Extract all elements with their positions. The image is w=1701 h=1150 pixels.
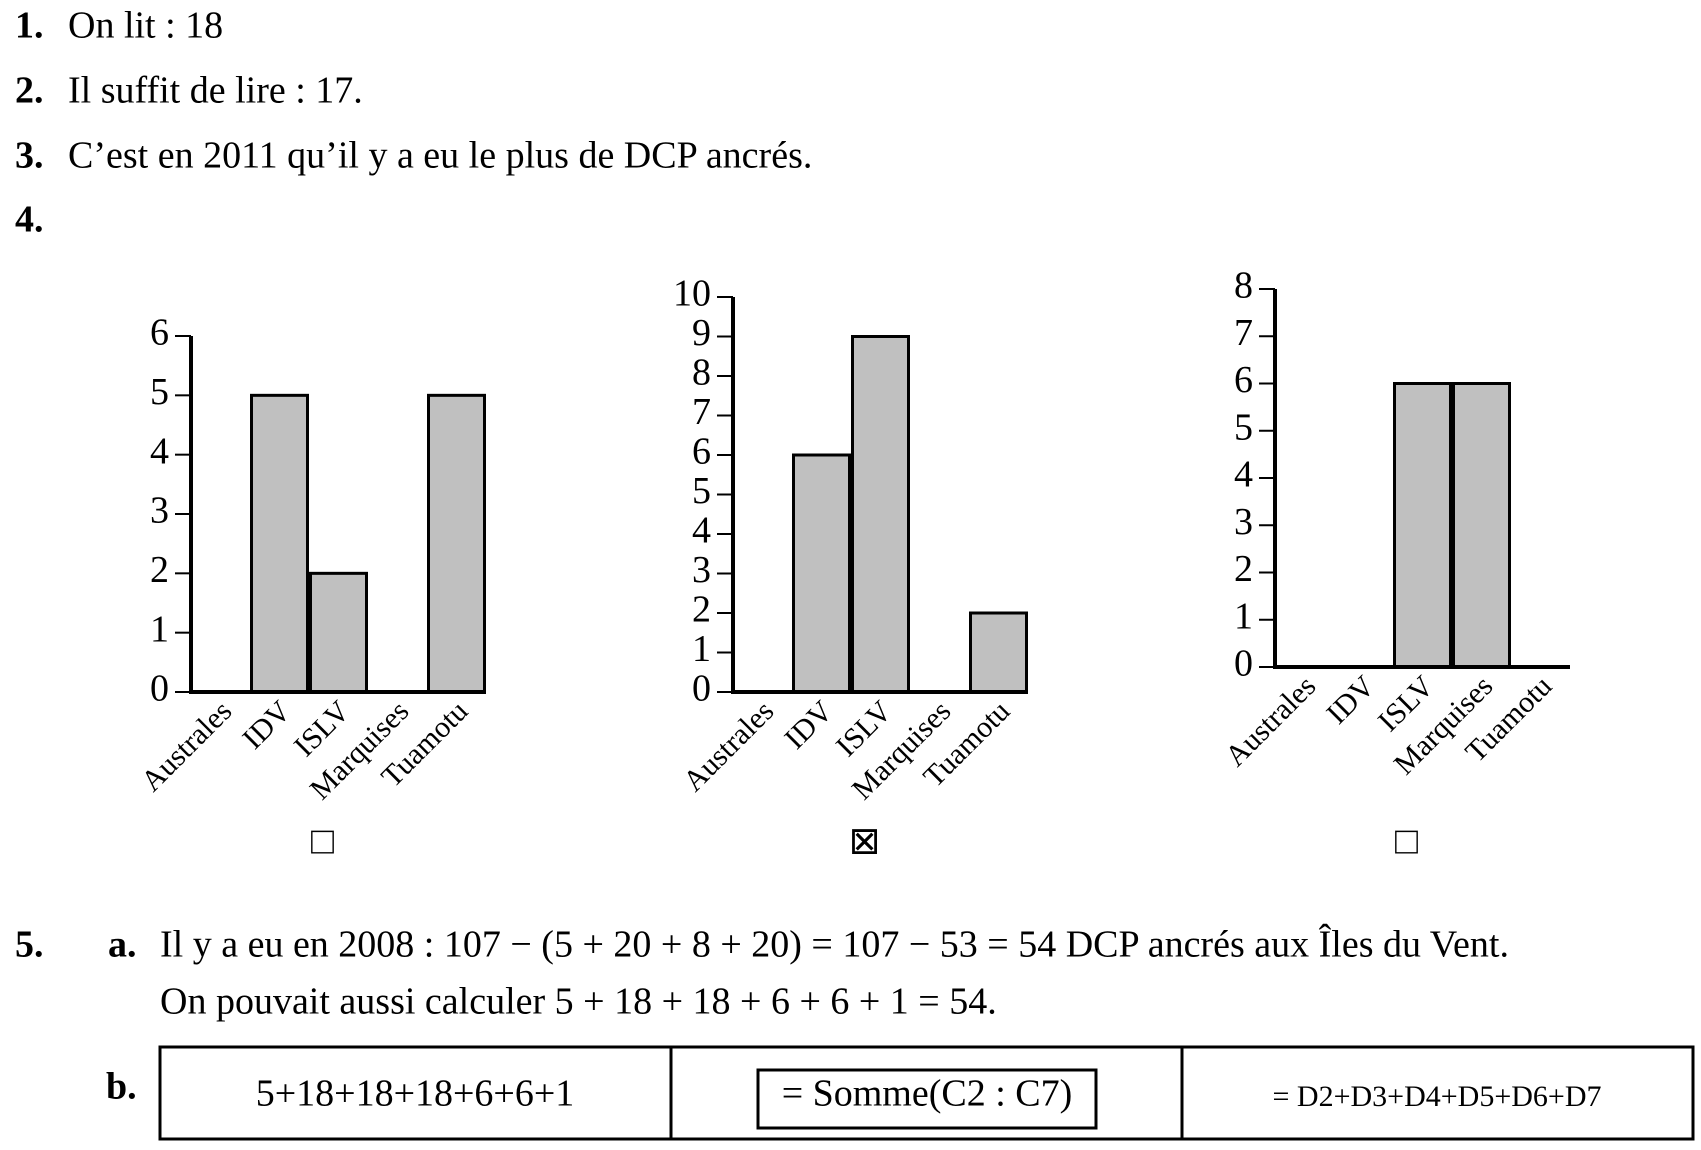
- checkbox: □: [311, 821, 334, 863]
- y-tick-label: 3: [692, 549, 711, 591]
- bar: [1393, 382, 1452, 669]
- y-tick-label: 4: [150, 430, 169, 472]
- answer-line: On pouvait aussi calculer 5 + 18 + 18 + …: [160, 981, 997, 1023]
- x-tick-label: Australes: [677, 694, 780, 797]
- y-tick-label: 3: [1234, 501, 1253, 543]
- part-label: a.: [108, 924, 137, 966]
- x-tick-label: Australes: [135, 694, 238, 797]
- y-tick-label: 5: [1234, 406, 1253, 448]
- y-tick-label: 2: [1234, 548, 1253, 590]
- y-tick-label: 1: [1234, 595, 1253, 637]
- y-tick-label: 9: [692, 312, 711, 354]
- table-cell: 5+18+18+18+6+6+1: [256, 1073, 575, 1115]
- item-text: On lit : 18: [68, 5, 223, 47]
- highlight-box: [756, 1068, 1098, 1130]
- y-tick-label: 0: [692, 668, 711, 710]
- y-tick-label: 4: [1234, 454, 1253, 496]
- y-tick-label: 1: [692, 628, 711, 670]
- y-tick-label: 6: [150, 312, 169, 354]
- item-number: 4.: [15, 199, 44, 241]
- x-tick-label: IDV: [1320, 669, 1381, 730]
- item-number: 2.: [15, 70, 44, 112]
- y-tick-label: 4: [692, 510, 711, 552]
- x-tick-label: IDV: [236, 694, 297, 755]
- bar: [851, 335, 910, 694]
- bar: [792, 453, 851, 694]
- y-tick-label: 7: [692, 391, 711, 433]
- y-tick-label: 5: [692, 470, 711, 512]
- bar: [427, 393, 486, 694]
- x-tick-label: Australes: [1219, 669, 1322, 772]
- item-text: C’est en 2011 qu’il y a eu le plus de DC…: [68, 135, 812, 177]
- x-tick-label: IDV: [778, 694, 839, 755]
- y-tick-label: 0: [150, 668, 169, 710]
- spreadsheet-table: [158, 1045, 1695, 1141]
- table-cell: = D2+D3+D4+D5+D6+D7: [1272, 1080, 1601, 1113]
- y-tick-label: 8: [1234, 265, 1253, 307]
- y-tick-label: 5: [150, 371, 169, 413]
- table-cell: = Somme(C2 : C7): [782, 1073, 1073, 1115]
- checkbox: ⊠: [849, 821, 881, 863]
- y-tick-label: 8: [692, 352, 711, 394]
- y-tick-label: 6: [1234, 359, 1253, 401]
- y-tick-label: 7: [1234, 312, 1253, 354]
- y-tick-label: 3: [150, 490, 169, 532]
- y-tick-label: 0: [1234, 643, 1253, 685]
- bar: [250, 393, 309, 694]
- y-tick-label: 2: [150, 549, 169, 591]
- answer-line: Il y a eu en 2008 : 107 − (5 + 20 + 8 + …: [160, 924, 1509, 966]
- item-number: 3.: [15, 135, 44, 177]
- table-border: [158, 1045, 1695, 1141]
- bar: [969, 611, 1028, 694]
- checkbox: □: [1395, 821, 1418, 863]
- part-label: b.: [106, 1066, 137, 1108]
- item-number: 5.: [15, 924, 44, 966]
- bar: [309, 571, 368, 694]
- bar: [1452, 382, 1511, 669]
- y-tick-label: 2: [692, 589, 711, 631]
- item-number: 1.: [15, 5, 44, 47]
- y-tick-label: 1: [150, 608, 169, 650]
- item-text: Il suffit de lire : 17.: [68, 70, 363, 112]
- y-tick-label: 6: [692, 431, 711, 473]
- y-tick-label: 10: [673, 273, 711, 315]
